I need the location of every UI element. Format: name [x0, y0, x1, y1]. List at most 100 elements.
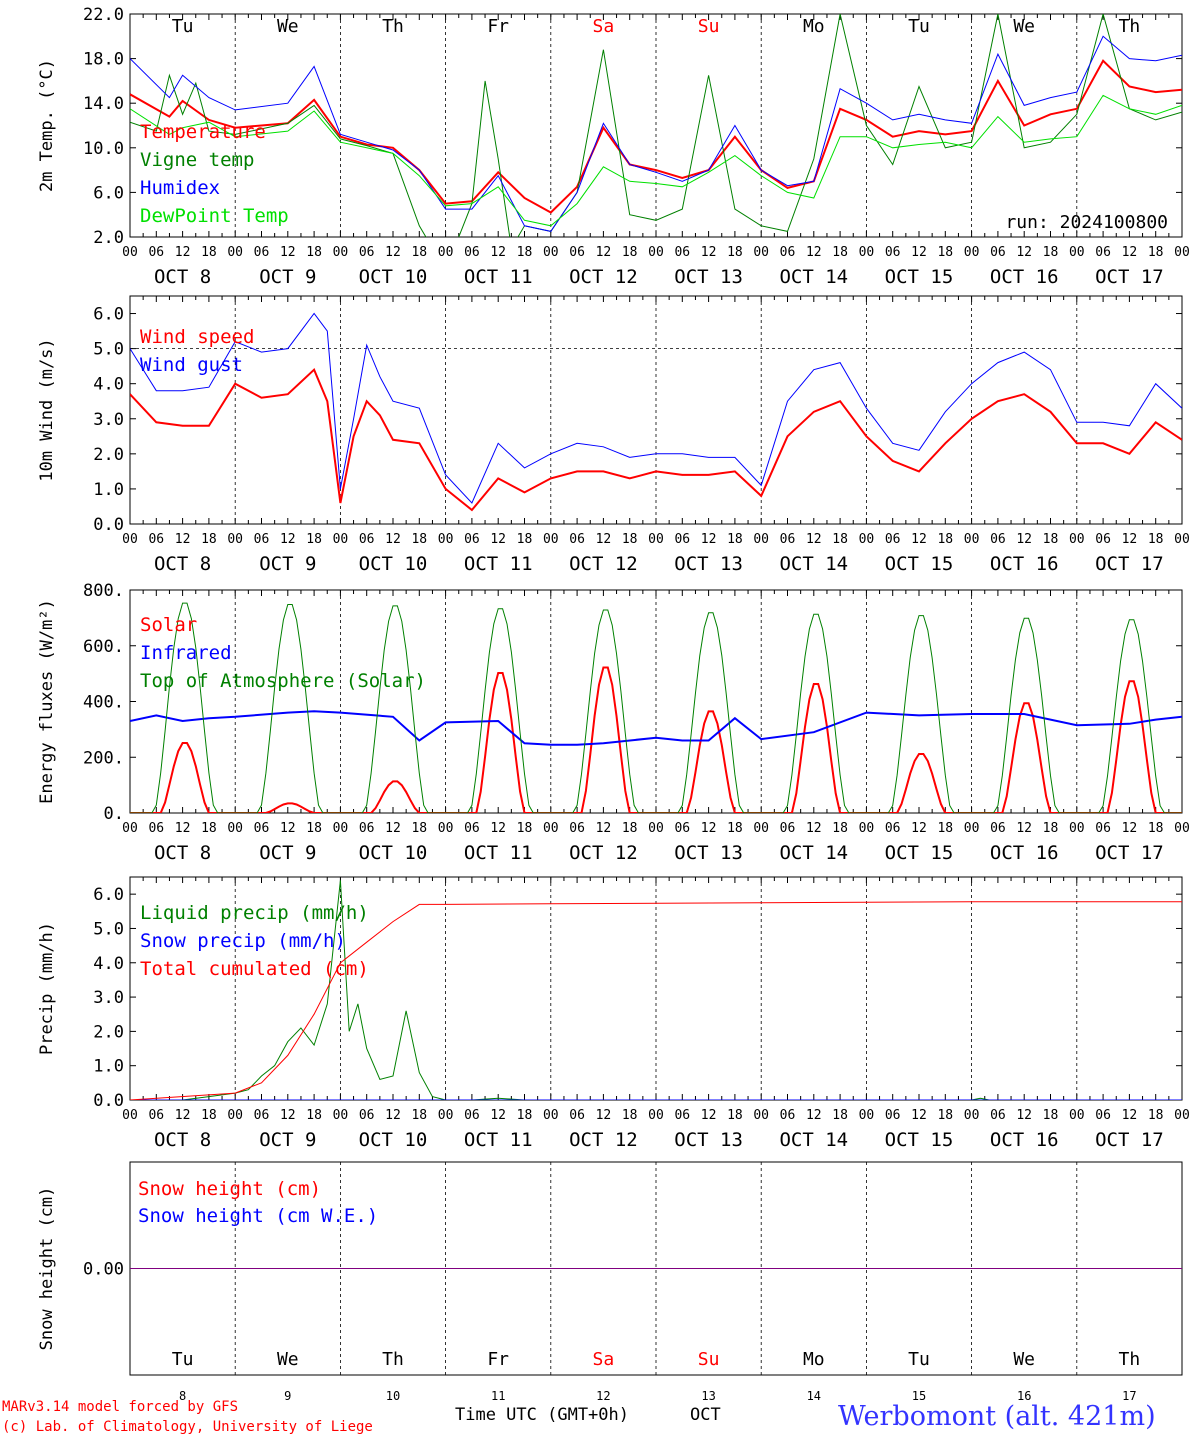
hour-tick-label: 12: [596, 245, 612, 260]
y-tick-label: 2.0: [93, 228, 124, 248]
date-label: OCT 14: [779, 842, 848, 864]
legend-entry: Vigne temp: [140, 149, 254, 171]
hour-tick-label: 12: [1016, 245, 1032, 260]
y-tick-label: 4.0: [93, 375, 124, 395]
hour-tick-label: 06: [464, 1108, 480, 1123]
date-label: OCT 14: [779, 266, 848, 288]
date-label: OCT 17: [1095, 553, 1164, 575]
y-tick-label: 800.: [83, 581, 124, 601]
date-label: OCT 10: [359, 266, 428, 288]
hour-tick-label: 12: [911, 532, 927, 547]
hour-tick-label: 06: [569, 245, 585, 260]
day-number-label: 13: [701, 1389, 715, 1403]
weekday-label: Su: [698, 16, 720, 37]
weekday-label: Tu: [172, 1349, 194, 1370]
y-axis-label: Energy fluxes (W/m²): [37, 599, 57, 804]
legend-entry: Snow precip (mm/h): [140, 930, 346, 952]
date-label: OCT 15: [885, 842, 954, 864]
hour-tick-label: 18: [832, 1108, 848, 1123]
y-tick-label: 10.0: [83, 139, 124, 159]
hour-tick-label: 00: [1069, 532, 1085, 547]
hour-tick-label: 18: [622, 245, 638, 260]
series-line-infrared: [130, 710, 1182, 746]
hour-tick-label: 00: [227, 245, 243, 260]
plot-frame: [129, 589, 1183, 814]
hour-tick-label: 06: [674, 821, 690, 836]
hour-tick-label: 00: [122, 245, 138, 260]
series-line-wind-speed: [130, 367, 1182, 512]
hour-tick-label: 00: [227, 821, 243, 836]
hour-tick-label: 00: [543, 1108, 559, 1123]
hour-tick-label: 12: [280, 821, 296, 836]
lab-credit: (c) Lab. of Climatology, University of L…: [2, 1419, 373, 1435]
hour-tick-label: 06: [780, 245, 796, 260]
y-tick-label: 5.0: [93, 340, 124, 360]
hour-tick-label: 18: [832, 245, 848, 260]
hour-tick-label: 12: [490, 245, 506, 260]
hour-tick-label: 18: [517, 1108, 533, 1123]
y-tick-label: 4.0: [93, 954, 124, 974]
hour-tick-label: 00: [1069, 1108, 1085, 1123]
hour-tick-label: 06: [885, 245, 901, 260]
hour-tick-label: 18: [1043, 245, 1059, 260]
hour-tick-label: 18: [1043, 1108, 1059, 1123]
date-label: OCT 16: [990, 842, 1059, 864]
series-line-total-cumulated-cm: [130, 901, 1182, 1100]
hour-tick-label: 18: [1043, 532, 1059, 547]
hour-tick-label: 12: [806, 821, 822, 836]
hour-tick-label: 18: [727, 821, 743, 836]
hour-tick-label: 06: [464, 245, 480, 260]
hour-tick-label: 12: [911, 821, 927, 836]
hour-tick-label: 00: [438, 532, 454, 547]
date-label: OCT 14: [779, 553, 848, 575]
hour-tick-label: 06: [464, 821, 480, 836]
y-tick-label: 2.0: [93, 1022, 124, 1042]
date-label: OCT 9: [259, 842, 316, 864]
series-line-vigne-temp: [130, 14, 1182, 237]
date-label: OCT 11: [464, 553, 533, 575]
hour-tick-label: 06: [254, 532, 270, 547]
hour-tick-label: 06: [359, 245, 375, 260]
legend-entry: DewPoint Temp: [140, 205, 289, 227]
hour-tick-label: 06: [780, 532, 796, 547]
hour-tick-label: 12: [175, 821, 191, 836]
date-label: OCT 15: [885, 266, 954, 288]
date-label: OCT 17: [1095, 842, 1164, 864]
weekday-label: Tu: [908, 16, 930, 37]
x-axis-label: Time UTC (GMT+0h): [455, 1405, 629, 1425]
hour-tick-label: 18: [306, 532, 322, 547]
y-tick-label: 3.0: [93, 410, 124, 430]
hour-tick-label: 18: [727, 532, 743, 547]
hour-tick-label: 00: [753, 245, 769, 260]
hour-tick-label: 18: [201, 1108, 217, 1123]
day-number-label: 17: [1122, 1389, 1136, 1403]
hour-tick-label: 00: [333, 532, 349, 547]
day-number-label: 10: [386, 1389, 400, 1403]
weekday-label: Th: [1119, 16, 1141, 37]
hour-tick-label: 12: [911, 245, 927, 260]
date-label: OCT 11: [464, 1129, 533, 1151]
date-label: OCT 13: [674, 266, 743, 288]
hour-tick-label: 06: [148, 532, 164, 547]
y-tick-label: 5.0: [93, 919, 124, 939]
hour-tick-label: 00: [227, 1108, 243, 1123]
hour-tick-label: 00: [333, 245, 349, 260]
date-label: OCT 12: [569, 842, 638, 864]
weekday-label: We: [1013, 1349, 1035, 1370]
y-tick-label: 0.: [104, 804, 124, 824]
hour-tick-label: 12: [596, 821, 612, 836]
hour-tick-label: 06: [359, 1108, 375, 1123]
hour-tick-label: 06: [780, 821, 796, 836]
legend-entry: Wind gust: [140, 354, 243, 376]
y-tick-label: 1.0: [93, 1057, 124, 1077]
weekday-label: Su: [698, 1349, 720, 1370]
hour-tick-label: 06: [885, 532, 901, 547]
weekday-label: Tu: [908, 1349, 930, 1370]
hour-tick-label: 12: [280, 1108, 296, 1123]
y-axis-label: 2m Temp. (°C): [37, 59, 57, 192]
hour-tick-label: 06: [254, 1108, 270, 1123]
hour-tick-label: 18: [1148, 532, 1164, 547]
weekday-label: Th: [1119, 1349, 1141, 1370]
hour-tick-label: 12: [701, 245, 717, 260]
y-tick-label: 0.0: [93, 1091, 124, 1111]
